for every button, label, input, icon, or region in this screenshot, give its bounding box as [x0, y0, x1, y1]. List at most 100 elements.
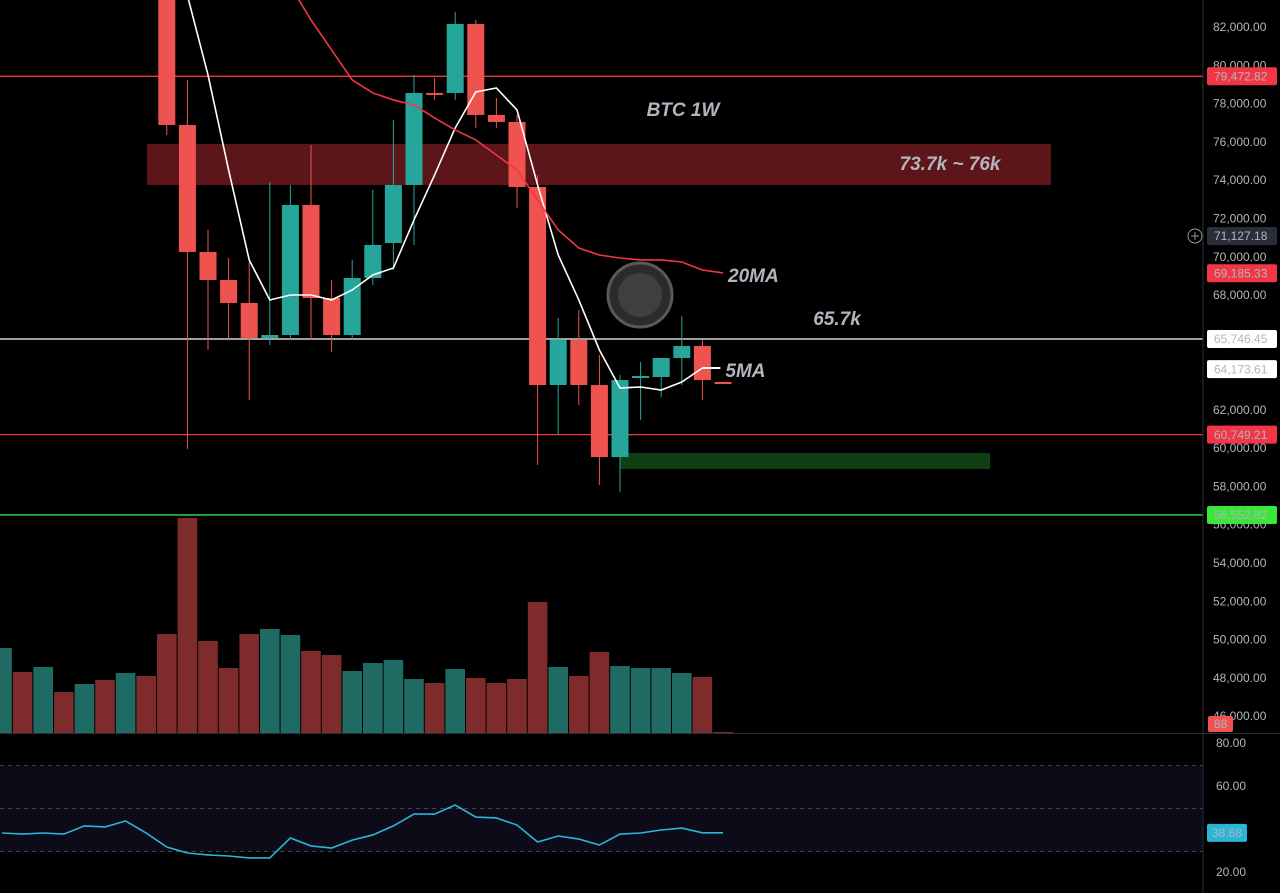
volume-bar [692, 677, 713, 733]
y-tick-label: 76,000.00 [1213, 135, 1267, 149]
candle-body [240, 302, 258, 338]
volume-bar [115, 673, 136, 733]
y-tick-label: 52,000.00 [1213, 594, 1267, 608]
volume-bar [218, 668, 239, 733]
price-label: 56,552.82 [1214, 508, 1268, 522]
price-label: 65,746.45 [1214, 332, 1268, 346]
volume-bar [630, 668, 651, 733]
y-tick-label: 82,000.00 [1213, 20, 1267, 34]
candle-body [652, 358, 670, 378]
candle-body [158, 0, 176, 125]
candle-body [364, 244, 382, 278]
price-label-box [1207, 227, 1277, 246]
volume-bar [301, 651, 321, 733]
price-label: 69,185.33 [1214, 266, 1268, 280]
candle-body [178, 124, 196, 252]
candle-body [199, 251, 217, 280]
candle-body [693, 346, 711, 380]
y-tick-label: 74,000.00 [1213, 173, 1267, 187]
price-label: 71,127.18 [1214, 229, 1268, 243]
volume-bar [157, 634, 177, 733]
price-label-box [1207, 360, 1277, 379]
volume-label-box [1208, 716, 1233, 732]
y-tick-label: 62,000.00 [1213, 403, 1267, 417]
volume-bar [651, 668, 671, 733]
y-tick-label: 60,000.00 [1213, 441, 1267, 455]
rsi-tick-label: 60.00 [1216, 779, 1246, 793]
candle-body [220, 279, 238, 303]
volume-bar [589, 652, 610, 733]
candle-body [426, 92, 444, 95]
volume-bar [95, 680, 115, 733]
zone [620, 453, 990, 470]
rsi-last-box [1207, 823, 1247, 842]
volume-bar [74, 684, 95, 733]
volume-bar [54, 692, 74, 733]
volume-bar [507, 679, 527, 733]
candle-body [714, 382, 732, 385]
candle-body [611, 379, 629, 458]
volume-bar [177, 518, 198, 733]
rsi-last-label: 38.68 [1212, 826, 1242, 840]
volume-bar [363, 663, 383, 733]
volume-bar [569, 676, 589, 733]
volume-bar [713, 732, 733, 733]
volume-bar [383, 660, 404, 733]
volume-bar [445, 669, 465, 733]
y-tick-label: 50,000.00 [1213, 633, 1267, 647]
candle-body [261, 334, 279, 338]
ma-label: 5MA [725, 361, 765, 382]
y-tick-label: 48,000.00 [1213, 671, 1267, 685]
price-label-box [1207, 425, 1277, 444]
rsi-tick-label: 20.00 [1216, 865, 1246, 879]
volume-bar [321, 655, 342, 733]
volume-bar [280, 635, 301, 733]
volume-bar [136, 676, 156, 733]
y-tick-label: 68,000.00 [1213, 288, 1267, 302]
volume-bar [0, 648, 12, 733]
candle-body [590, 385, 608, 458]
rsi-pane [0, 764, 1203, 859]
volume-bar [404, 679, 424, 733]
candle-body [508, 121, 526, 187]
price-axis: 82,000.0080,000.0078,000.0076,000.0074,0… [1187, 20, 1277, 879]
volume-bar [342, 671, 362, 733]
volume-bar [239, 634, 259, 733]
annotation: 65.7k [813, 309, 862, 330]
candle-body [281, 204, 299, 335]
moving-average [187, 0, 703, 391]
candle-body [487, 114, 505, 122]
candle-body [405, 92, 423, 185]
candle-body [302, 204, 320, 298]
crosshair-icon [1187, 228, 1203, 244]
volume-bar [672, 673, 692, 733]
volume-bar [548, 667, 568, 733]
watermark [606, 261, 674, 329]
candle-body [467, 23, 485, 115]
y-tick-label: 70,000.00 [1213, 250, 1267, 264]
ma-label: 20MA [727, 266, 779, 287]
rsi-tick-label: 80.00 [1216, 736, 1246, 750]
price-label-box [1207, 264, 1277, 283]
price-label: 79,472.82 [1214, 69, 1268, 83]
volume-bar [33, 667, 53, 733]
moving-average [298, 0, 724, 274]
price-label-box [1207, 330, 1277, 349]
candle-body [673, 346, 691, 359]
y-tick-label: 54,000.00 [1213, 556, 1267, 570]
volume-bar [466, 678, 486, 733]
candle-body [549, 339, 567, 386]
price-label-box [1207, 67, 1277, 86]
volume-bar [527, 602, 548, 733]
candle-body [529, 186, 547, 386]
price-label: 60,749.21 [1214, 428, 1268, 442]
volume-bar [486, 683, 507, 733]
y-tick-label: 78,000.00 [1213, 97, 1267, 111]
volume-label: 88 [1214, 717, 1228, 731]
price-pane: 5MA 20MA BTC 1W 73.7k ~ 76k 65.7k [0, 0, 1203, 733]
zone [147, 143, 1051, 185]
crosshair-icon [1191, 232, 1199, 241]
volume-bar [424, 683, 445, 733]
